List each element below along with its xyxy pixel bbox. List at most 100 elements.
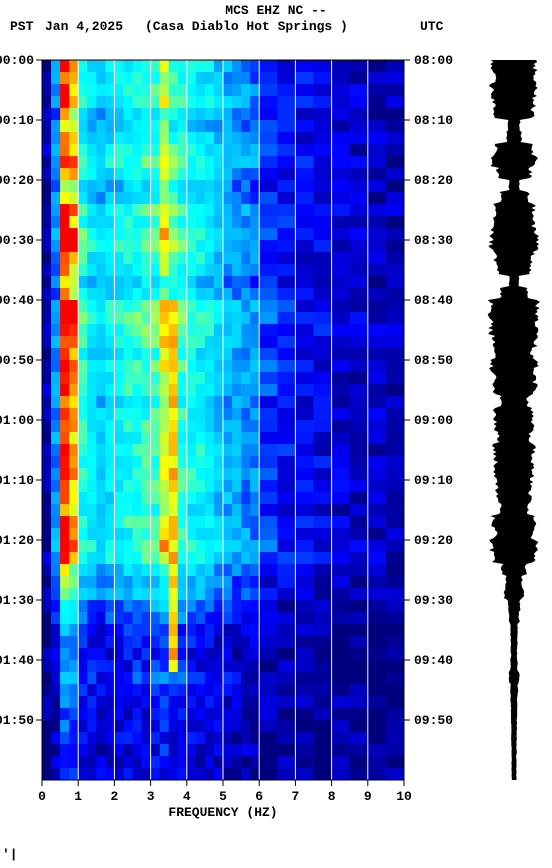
spec-cell — [133, 60, 143, 73]
spec-cell — [69, 732, 79, 745]
spec-cell — [96, 564, 106, 577]
spec-cell — [178, 336, 188, 349]
spec-cell — [87, 564, 97, 577]
spec-cell — [42, 396, 52, 409]
spec-cell — [332, 396, 351, 409]
spec-cell — [350, 192, 369, 205]
spec-cell — [187, 396, 197, 409]
spec-cell — [314, 684, 333, 697]
spec-cell — [277, 588, 296, 601]
spec-cell — [42, 528, 52, 541]
spec-cell — [169, 480, 179, 493]
spec-cell — [142, 60, 152, 73]
spec-cell — [350, 132, 369, 145]
spec-cell — [223, 756, 233, 769]
spec-cell — [368, 348, 387, 361]
spec-cell — [114, 456, 124, 469]
spec-cell — [69, 156, 79, 169]
spec-cell — [241, 72, 251, 85]
spec-cell — [314, 732, 333, 745]
spec-cell — [114, 72, 124, 85]
spec-cell — [51, 360, 61, 373]
spec-cell — [51, 504, 61, 517]
spec-cell — [60, 540, 70, 553]
spec-cell — [123, 468, 133, 481]
spec-cell — [187, 216, 197, 229]
spec-cell — [123, 564, 133, 577]
spec-cell — [42, 504, 52, 517]
spec-cell — [314, 204, 333, 217]
spec-cell — [51, 684, 61, 697]
spec-cell — [250, 600, 260, 613]
spec-cell — [96, 240, 106, 253]
spec-cell — [223, 552, 233, 565]
spec-cell — [178, 132, 188, 145]
spec-cell — [314, 108, 333, 121]
spec-cell — [350, 660, 369, 673]
spec-cell — [295, 120, 314, 133]
spec-cell — [368, 468, 387, 481]
spec-cell — [205, 324, 215, 337]
spec-cell — [151, 336, 161, 349]
spec-cell — [196, 144, 206, 157]
spec-cell — [332, 108, 351, 121]
spec-cell — [51, 240, 61, 253]
spec-cell — [114, 564, 124, 577]
spec-cell — [51, 252, 61, 265]
spec-cell — [295, 612, 314, 625]
spec-cell — [142, 480, 152, 493]
spec-cell — [196, 732, 206, 745]
spec-cell — [42, 576, 52, 589]
spec-cell — [96, 456, 106, 469]
spec-cell — [223, 348, 233, 361]
spec-cell — [51, 156, 61, 169]
ytick-right-label: 09:10 — [414, 473, 453, 488]
spec-cell — [241, 252, 251, 265]
spec-cell — [78, 552, 88, 565]
spec-cell — [133, 372, 143, 385]
spec-cell — [205, 432, 215, 445]
spec-cell — [214, 312, 224, 325]
spec-cell — [295, 444, 314, 457]
spec-cell — [196, 492, 206, 505]
spec-cell — [196, 444, 206, 457]
spec-cell — [277, 744, 296, 757]
tz-right: UTC — [420, 19, 444, 34]
spec-cell — [214, 576, 224, 589]
spec-cell — [196, 672, 206, 685]
spec-cell — [87, 636, 97, 649]
spec-cell — [151, 384, 161, 397]
spec-cell — [250, 528, 260, 541]
spec-cell — [60, 252, 70, 265]
spec-cell — [87, 540, 97, 553]
spec-cell — [295, 276, 314, 289]
spec-cell — [142, 528, 152, 541]
spec-cell — [214, 192, 224, 205]
spec-cell — [105, 168, 115, 181]
spec-cell — [151, 576, 161, 589]
spec-cell — [196, 648, 206, 661]
spec-cell — [214, 228, 224, 241]
spec-cell — [142, 240, 152, 253]
spec-cell — [69, 420, 79, 433]
spec-cell — [232, 660, 242, 673]
spec-cell — [169, 168, 179, 181]
spec-cell — [196, 744, 206, 757]
spec-cell — [169, 228, 179, 241]
spec-cell — [196, 156, 206, 169]
spec-cell — [114, 660, 124, 673]
spec-cell — [78, 588, 88, 601]
spec-cell — [178, 276, 188, 289]
spec-cell — [187, 516, 197, 529]
spec-cell — [114, 132, 124, 145]
spec-cell — [51, 60, 61, 73]
spec-cell — [42, 216, 52, 229]
spec-cell — [232, 468, 242, 481]
spec-cell — [223, 300, 233, 313]
spec-cell — [314, 612, 333, 625]
spec-cell — [178, 696, 188, 709]
spec-cell — [178, 660, 188, 673]
spec-cell — [51, 384, 61, 397]
spec-cell — [259, 432, 278, 445]
spec-cell — [214, 552, 224, 565]
